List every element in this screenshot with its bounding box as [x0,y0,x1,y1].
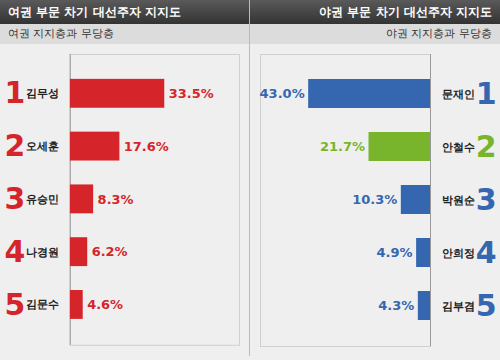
html-text:여권 부문 차기 대선주자 지지도: 여권 부문 차기 대선주자 지지도 [8,5,181,19]
svg-text:8.3%: 8.3% [98,192,134,207]
svg-text:4: 4 [4,234,25,269]
svg-text:안철수: 안철수 [442,141,475,154]
svg-text:김부겸: 김부겸 [442,300,475,313]
svg-text:4.9%: 4.9% [377,245,413,260]
svg-text:3: 3 [4,181,25,216]
svg-text:6.2%: 6.2% [92,244,128,259]
svg-text:4: 4 [476,235,497,270]
html-text:여권 지지층과 무당층: 여권 지지층과 무당층 [8,27,114,40]
svg-text:4.3%: 4.3% [378,298,414,313]
svg-text:5: 5 [4,287,25,322]
svg-text:33.5%: 33.5% [169,86,214,101]
svg-text:43.0%: 43.0% [260,86,305,101]
svg-text:나경원: 나경원 [26,246,59,259]
svg-text:문재인: 문재인 [442,88,475,101]
html-text:야권 지지층과 무당층: 야권 지지층과 무당층 [386,27,492,40]
svg-text:5: 5 [476,288,497,323]
svg-text:21.7%: 21.7% [320,139,365,154]
svg-text:오세훈: 오세훈 [26,140,59,153]
svg-text:1: 1 [476,76,497,111]
svg-text:박원순: 박원순 [442,194,475,207]
svg-text:유승민: 유승민 [26,193,59,206]
svg-text:17.6%: 17.6% [124,139,169,154]
svg-text:2: 2 [4,128,25,163]
svg-text:10.3%: 10.3% [352,192,397,207]
svg-text:김무성: 김무성 [26,87,59,100]
svg-text:3: 3 [476,182,497,217]
svg-text:4.6%: 4.6% [87,297,123,312]
svg-text:안희정: 안희정 [442,247,475,260]
html-text:야권 부문 차기 대선주자 지지도: 야권 부문 차기 대선주자 지지도 [319,5,492,19]
svg-text:1: 1 [4,75,25,110]
svg-text:2: 2 [476,129,497,164]
svg-text:김문수: 김문수 [26,298,59,311]
